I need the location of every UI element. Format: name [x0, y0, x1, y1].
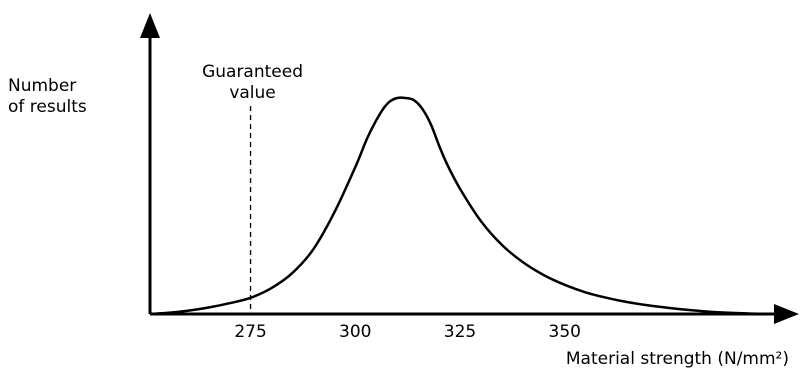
- y-axis-arrow-icon: [140, 13, 160, 38]
- x-tick-labels: 275 300 325 350: [234, 322, 581, 342]
- series-layer: [149, 96, 771, 316]
- x-tick-label: 325: [444, 322, 476, 342]
- x-axis-arrow-icon: [774, 304, 799, 324]
- x-tick-label: 275: [234, 322, 266, 342]
- y-axis-label: Number of results: [8, 76, 87, 117]
- guaranteed-value-label-line-2: value: [229, 83, 275, 103]
- x-axis-label: Material strength (N/mm²): [566, 349, 789, 369]
- y-axis-label-line-2: of results: [8, 97, 87, 117]
- distribution-curve: [149, 96, 771, 316]
- x-tick-label: 350: [549, 322, 581, 342]
- y-axis-label-line-1: Number: [8, 76, 76, 96]
- x-tick-label: 300: [339, 322, 371, 342]
- guaranteed-value-label-line-1: Guaranteed: [202, 62, 303, 82]
